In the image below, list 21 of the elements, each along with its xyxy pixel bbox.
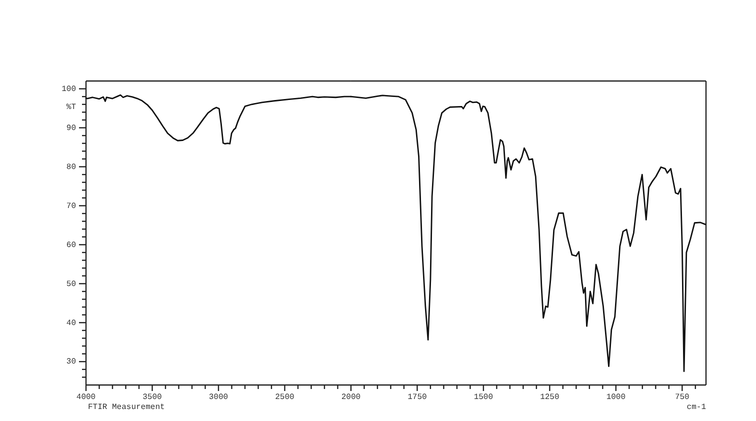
y-axis-title: %T	[66, 103, 76, 112]
x-tick-label: 1500	[474, 393, 494, 402]
y-tick-label: 80	[66, 162, 76, 172]
x-tick-label: 2000	[341, 393, 361, 402]
y-tick-label: 100	[62, 84, 76, 94]
x-tick-label: 1000	[606, 393, 626, 402]
text: FTIR Measurement	[88, 403, 165, 412]
y-tick-label: 60	[66, 240, 76, 250]
y-tick-label: 90	[66, 124, 76, 133]
x-tick-label: 4000	[76, 393, 96, 402]
x-tick-label: 3000	[208, 393, 228, 402]
x-tick-label: 750	[674, 393, 690, 402]
x-tick-label: 1750	[408, 393, 427, 402]
x-axis-title: cm-1	[686, 403, 706, 412]
x-tick-label: 2500	[275, 393, 295, 402]
y-tick-label: 50	[66, 280, 76, 289]
x-tick-label: 3500	[142, 393, 162, 402]
y-tick-label: 70	[66, 202, 76, 211]
x-tick-label: 1250	[540, 393, 560, 402]
y-tick-label: 40	[66, 318, 76, 328]
y-tick-label: 30	[66, 358, 76, 367]
